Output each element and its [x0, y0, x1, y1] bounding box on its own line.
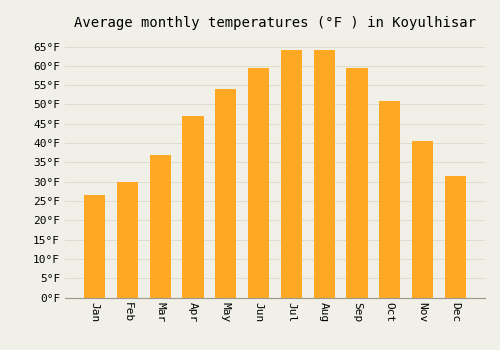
- Bar: [412, 141, 433, 298]
- Bar: [182, 116, 204, 298]
- Bar: [314, 50, 335, 298]
- Bar: [379, 101, 400, 298]
- Bar: [117, 182, 138, 298]
- Bar: [444, 176, 466, 298]
- Bar: [248, 68, 270, 298]
- Bar: [215, 89, 236, 298]
- Bar: [150, 155, 171, 298]
- Title: Average monthly temperatures (°F ) in Koyulhisar: Average monthly temperatures (°F ) in Ko…: [74, 16, 476, 30]
- Bar: [84, 195, 106, 298]
- Bar: [346, 68, 368, 298]
- Bar: [280, 50, 302, 298]
